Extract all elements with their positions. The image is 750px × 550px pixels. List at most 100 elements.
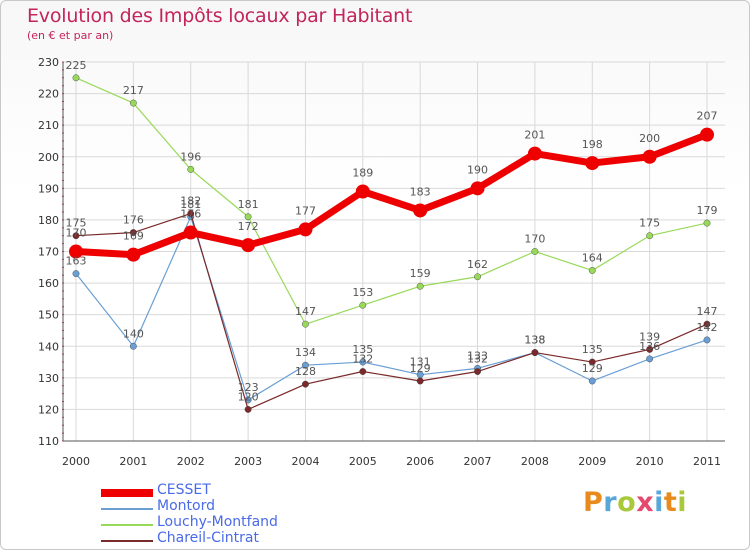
data-label-cesset: 207	[697, 110, 718, 123]
data-point-chareil-cintrat	[359, 368, 367, 375]
data-label-chareil-cintrat: 132	[467, 353, 488, 366]
data-label-louchy-montfand: 175	[639, 217, 660, 230]
series-line-cesset	[72, 131, 711, 259]
data-point-cesset	[642, 149, 657, 164]
data-point-chareil-cintrat	[187, 210, 195, 218]
data-label-louchy-montfand: 225	[66, 59, 87, 72]
data-point-montord	[359, 358, 367, 366]
data-point-chareil-cintrat	[129, 229, 137, 236]
data-point-cesset	[470, 181, 485, 196]
data-point-cesset	[355, 184, 370, 199]
y-tick-label: 150	[38, 309, 59, 322]
data-label-chareil-cintrat: 129	[410, 362, 431, 375]
data-point-louchy-montfand	[187, 165, 195, 173]
data-point-louchy-montfand	[531, 248, 539, 255]
data-point-louchy-montfand	[703, 219, 711, 227]
x-tick-label: 2004	[291, 455, 319, 468]
legend-label-chareil-cintrat: Chareil-Cintrat	[157, 530, 259, 546]
data-point-chareil-cintrat	[646, 346, 654, 353]
x-tick-label: 2002	[177, 455, 205, 468]
y-tick-label: 180	[38, 214, 59, 227]
data-point-cesset	[183, 225, 198, 240]
y-tick-label: 170	[38, 246, 59, 259]
data-point-louchy-montfand	[244, 213, 252, 221]
data-label-montord: 129	[582, 362, 603, 375]
data-label-montord: 134	[295, 346, 316, 359]
data-point-louchy-montfand	[72, 74, 80, 82]
data-label-montord: 133	[467, 349, 488, 362]
y-tick-label: 230	[38, 56, 59, 69]
data-point-chareil-cintrat	[703, 320, 711, 328]
data-label-montord: 138	[524, 334, 545, 347]
data-point-cesset	[69, 244, 83, 259]
x-tick-label: 2007	[464, 455, 492, 468]
y-tick-label: 190	[38, 182, 59, 195]
y-tick-label: 160	[38, 277, 59, 290]
data-point-chareil-cintrat	[588, 358, 596, 366]
legend-swatch-chareil-cintrat	[101, 540, 153, 542]
proxiti-logo: Proxiti	[583, 487, 688, 518]
x-tick-label: 2003	[234, 455, 262, 468]
data-point-louchy-montfand	[646, 232, 654, 240]
data-point-chareil-cintrat	[302, 380, 309, 388]
data-label-cesset: 176	[180, 208, 201, 221]
data-point-montord	[588, 377, 596, 385]
data-point-louchy-montfand	[129, 99, 137, 107]
data-label-chareil-cintrat: 128	[295, 365, 316, 378]
y-tick-label: 220	[38, 88, 59, 101]
data-point-louchy-montfand	[416, 282, 424, 290]
data-label-cesset: 200	[639, 132, 660, 145]
y-tick-label: 130	[38, 372, 59, 385]
x-tick-label: 2006	[406, 455, 434, 468]
x-tick-label: 2001	[119, 455, 147, 468]
data-point-montord	[129, 342, 137, 350]
data-label-montord: 163	[66, 255, 87, 268]
series-line-chareil-cintrat	[75, 213, 708, 411]
chart-title: Evolution des Impôts locaux par Habitant	[27, 5, 413, 27]
data-label-chareil-cintrat: 176	[123, 214, 144, 227]
legend-swatch-cesset	[101, 489, 153, 497]
legend-label-louchy-montfand: Louchy-Montfand	[157, 514, 278, 530]
data-label-chareil-cintrat: 139	[639, 330, 660, 343]
data-label-chareil-cintrat: 147	[697, 305, 718, 318]
y-tick-label: 110	[38, 435, 59, 448]
data-point-louchy-montfand	[302, 320, 309, 328]
data-point-chareil-cintrat	[416, 377, 424, 385]
data-label-montord: 181	[180, 198, 201, 211]
data-label-cesset: 201	[524, 129, 545, 142]
x-tick-label: 2009	[578, 455, 606, 468]
data-label-louchy-montfand: 181	[238, 198, 259, 211]
data-label-cesset: 172	[238, 220, 259, 233]
data-label-louchy-montfand: 162	[467, 258, 488, 271]
data-label-louchy-montfand: 196	[180, 150, 201, 163]
data-point-montord	[646, 355, 654, 363]
data-label-louchy-montfand: 217	[123, 84, 144, 97]
legend-swatch-louchy-montfand	[101, 524, 153, 526]
chart-subtitle: (en € et par an)	[27, 29, 114, 42]
data-point-louchy-montfand	[588, 267, 596, 274]
y-tick-label: 200	[38, 151, 59, 164]
data-point-chareil-cintrat	[531, 349, 539, 356]
data-label-montord: 123	[238, 381, 259, 394]
legend-label-montord: Montord	[157, 498, 215, 514]
data-label-chareil-cintrat: 120	[238, 390, 259, 403]
data-point-montord	[72, 270, 80, 278]
y-tick-label: 210	[38, 119, 59, 132]
data-point-cesset	[241, 238, 256, 253]
data-label-cesset: 177	[295, 204, 316, 217]
data-label-chareil-cintrat: 135	[582, 343, 603, 356]
x-tick-label: 2011	[693, 455, 721, 468]
data-label-louchy-montfand: 147	[295, 305, 316, 318]
x-tick-label: 2005	[349, 455, 377, 468]
data-label-cesset: 169	[123, 230, 144, 243]
data-label-cesset: 183	[410, 185, 431, 198]
data-label-montord: 136	[639, 340, 660, 353]
data-label-louchy-montfand: 170	[524, 233, 545, 246]
data-point-louchy-montfand	[359, 301, 367, 309]
data-point-chareil-cintrat	[474, 368, 481, 375]
data-label-montord: 131	[410, 356, 431, 369]
data-point-louchy-montfand	[474, 273, 481, 281]
data-point-montord	[302, 361, 309, 369]
